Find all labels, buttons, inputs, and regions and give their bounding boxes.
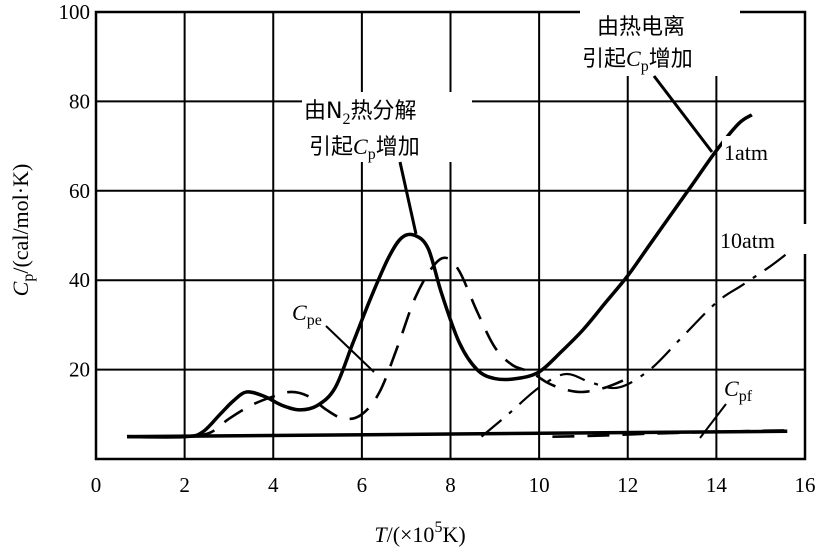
label-1atm: 1atm — [722, 136, 798, 166]
grid-lines — [96, 12, 805, 459]
x-tick-label: 4 — [268, 473, 279, 497]
x-tick-label: 0 — [91, 473, 102, 497]
y-axis-label: Cp/(cal/mol·K) — [8, 164, 37, 297]
y-tick-label: 100 — [59, 0, 91, 24]
x-tick-label: 10 — [529, 473, 550, 497]
label-cpe: Cpe — [288, 296, 375, 373]
annotation-thermal-ionization: 由热电离 引起Cp增加 — [580, 8, 740, 153]
svg-text:Cpe: Cpe — [292, 300, 322, 329]
x-tick-label: 16 — [795, 473, 816, 497]
y-tick-label: 20 — [69, 358, 90, 382]
x-tick-label: 14 — [706, 473, 728, 497]
series-line-10atm — [480, 252, 788, 438]
series-lines — [127, 113, 788, 439]
series-line-cpf — [127, 429, 788, 439]
svg-text:引起Cp增加: 引起Cp增加 — [582, 46, 693, 75]
series-line-cpe-tail — [552, 429, 788, 438]
label-cpf: Cpf — [699, 372, 770, 439]
svg-text:由热电离: 由热电离 — [597, 15, 685, 40]
svg-text:Cpf: Cpf — [724, 376, 753, 405]
x-tick-label: 8 — [445, 473, 456, 497]
svg-text:引起Cp增加: 引起Cp增加 — [309, 134, 420, 163]
annotation-n2-dissociation: 由N2热分解 引起Cp增加 — [302, 92, 472, 235]
x-tick-label: 6 — [357, 473, 368, 497]
x-tick-label: 12 — [617, 473, 638, 497]
label-10atm: 10atm — [718, 224, 810, 254]
svg-text:10atm: 10atm — [720, 228, 775, 253]
series-line-cpe — [193, 256, 629, 438]
svg-text:1atm: 1atm — [724, 140, 768, 165]
x-axis-label: T/(×105K) — [374, 519, 465, 547]
x-tick-label: 2 — [179, 473, 190, 497]
y-tick-label: 80 — [69, 89, 90, 113]
tick-labels: 0 2 4 6 8 10 12 14 16 20 40 60 80 100 — [59, 0, 816, 497]
y-tick-label: 40 — [69, 268, 90, 292]
series-line-1atm — [127, 113, 753, 439]
y-tick-label: 60 — [69, 179, 90, 203]
svg-text:由N2热分解: 由N2热分解 — [304, 99, 416, 128]
